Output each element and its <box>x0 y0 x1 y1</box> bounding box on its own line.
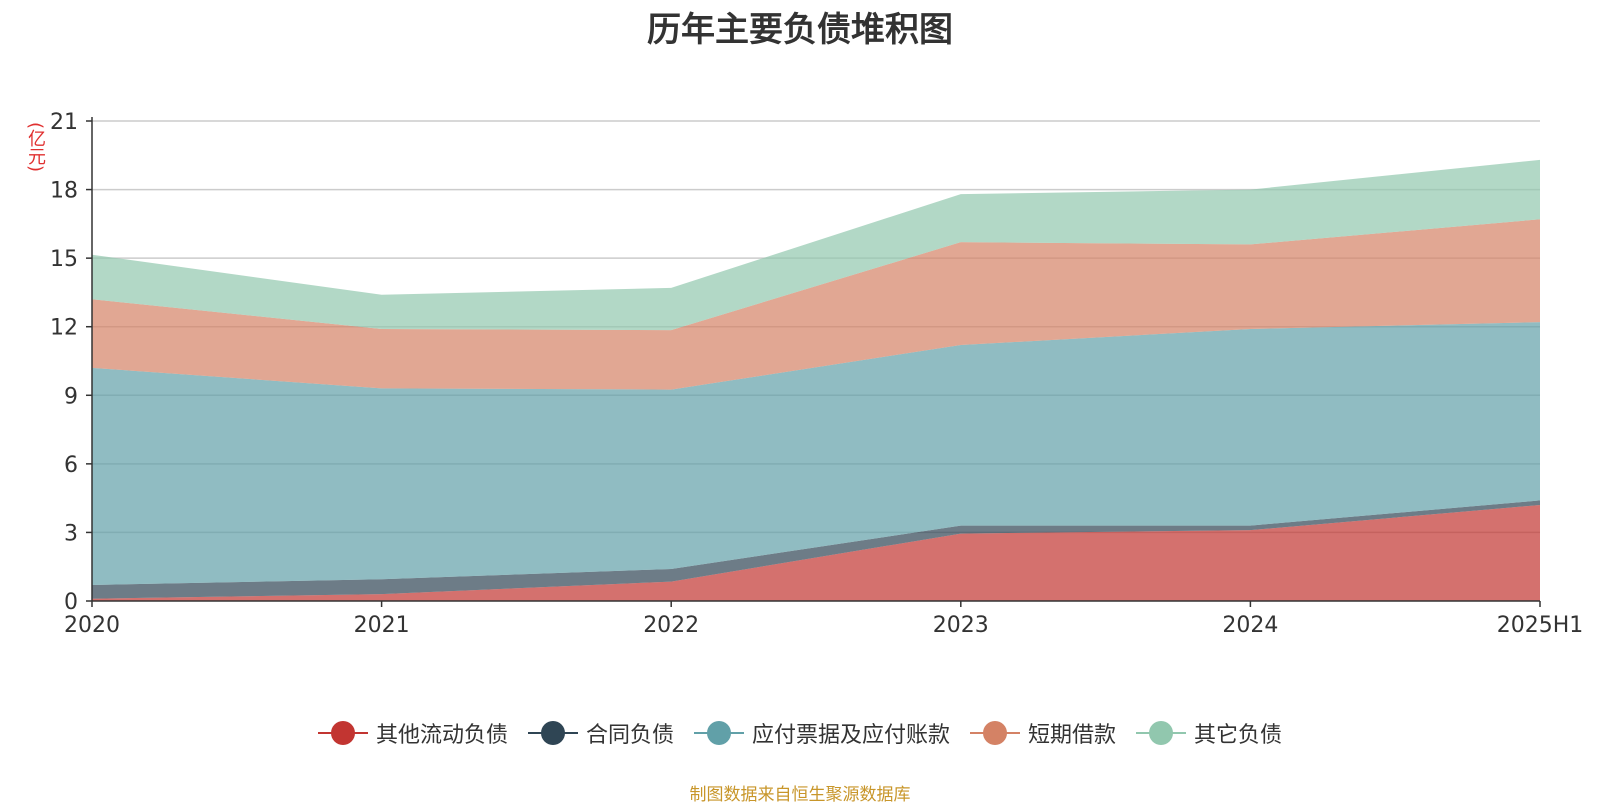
legend-item-1[interactable]: 合同负债 <box>527 717 674 749</box>
series-area-3 <box>92 219 1540 390</box>
y-tick-label: 21 <box>50 110 78 135</box>
x-tick-label: 2020 <box>64 613 120 638</box>
legend-marker-icon <box>1136 721 1187 745</box>
y-tick-label: 6 <box>64 453 78 478</box>
legend-label: 其它负债 <box>1194 723 1283 748</box>
x-tick-label: 2021 <box>354 613 410 638</box>
legend: 其他流动负债 合同负债 应付票据及应付账款 短期借款 其它负债 <box>0 717 1600 749</box>
chart-title: 历年主要负债堆积图 <box>647 10 953 50</box>
legend-marker-icon <box>527 721 578 745</box>
legend-marker-icon <box>970 721 1020 745</box>
legend-marker-icon <box>693 721 744 745</box>
legend-item-0[interactable]: 其他流动负债 <box>317 717 508 749</box>
legend-label: 合同负债 <box>585 723 674 748</box>
legend-label: 应付票据及应付账款 <box>751 723 950 748</box>
legend-marker-icon <box>317 721 368 745</box>
x-tick-label: 2024 <box>1222 613 1278 638</box>
y-tick-label: 18 <box>50 179 78 204</box>
legend-item-2[interactable]: 应付票据及应付账款 <box>693 717 950 749</box>
y-tick-label: 12 <box>50 316 78 341</box>
x-tick-label: 2025H1 <box>1497 613 1584 638</box>
series-area-4 <box>92 159 1540 331</box>
series-area-1 <box>92 500 1540 599</box>
data-source-note: 制图数据来自恒生聚源数据库 <box>689 785 911 805</box>
y-tick-label: 15 <box>50 247 78 272</box>
y-tick-label: 9 <box>64 384 78 409</box>
stacked-area-chart: 0 3 6 9 12 15 18 21 2020 2021 2022 2023 2024 2025H1 <box>50 110 1583 638</box>
series-area-0 <box>92 505 1540 601</box>
series-area-2 <box>92 322 1540 585</box>
x-tick-label: 2023 <box>933 613 989 638</box>
y-axis-unit-label: (亿元) <box>25 122 46 173</box>
series-areas <box>92 159 1540 601</box>
legend-item-3[interactable]: 短期借款 <box>970 717 1116 749</box>
y-tick-label: 3 <box>64 521 78 546</box>
axes: 0 3 6 9 12 15 18 21 2020 2021 2022 2023 2024 2025H1 <box>50 110 1583 638</box>
legend-item-4[interactable]: 其它负债 <box>1136 717 1282 749</box>
x-tick-label: 2022 <box>643 613 699 638</box>
legend-label: 短期借款 <box>1028 723 1117 748</box>
y-tick-label: 0 <box>64 590 78 615</box>
legend-label: 其他流动负债 <box>375 723 508 748</box>
